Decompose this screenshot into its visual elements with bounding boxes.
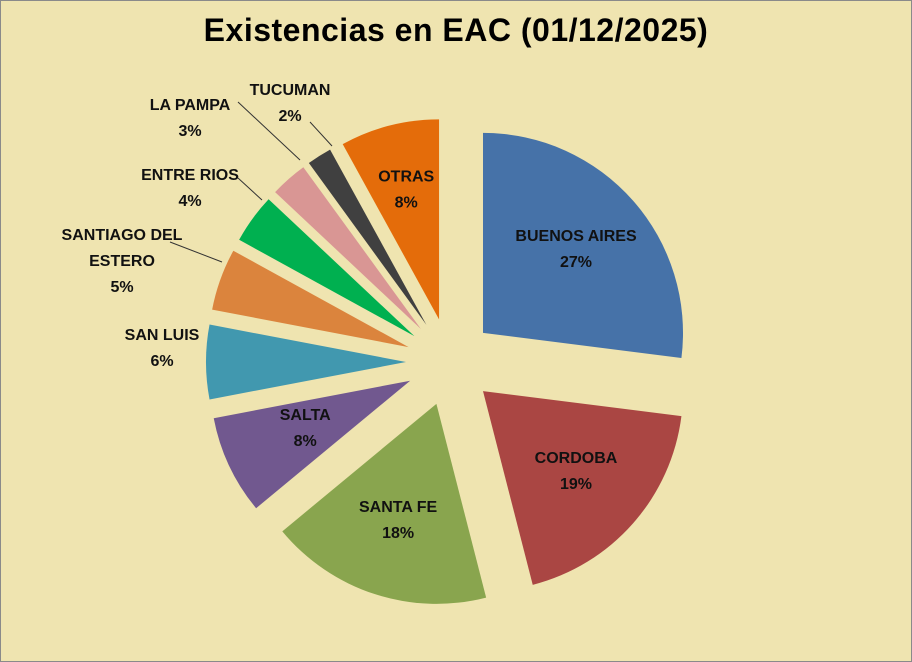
slice-name-santiago-del-estero-1: ESTERO bbox=[89, 253, 155, 270]
slice-label-buenos-aires: BUENOS AIRES 27% bbox=[515, 228, 637, 271]
slice-name-entre-rios: ENTRE RIOS bbox=[141, 167, 239, 184]
pie-slice-salta bbox=[213, 380, 411, 509]
slice-label-santa-fe: SANTA FE 18% bbox=[359, 499, 438, 542]
slice-name-cordoba: CORDOBA bbox=[535, 450, 618, 467]
slice-name-san-luis: SAN LUIS bbox=[125, 327, 200, 344]
pie-slice-otras bbox=[342, 119, 440, 320]
slice-label-tucuman: TUCUMAN 2% bbox=[250, 82, 331, 125]
slice-label-otras: OTRAS 8% bbox=[378, 169, 434, 212]
slice-label-la-pampa: LA PAMPA 3% bbox=[150, 97, 231, 140]
pie-slice-buenos-aires bbox=[483, 132, 684, 358]
slice-percent-san-luis: 6% bbox=[150, 353, 173, 370]
slice-label-salta: SALTA 8% bbox=[280, 407, 331, 450]
slice-name-santa-fe: SANTA FE bbox=[359, 499, 438, 516]
slice-percent-otras: 8% bbox=[395, 195, 418, 212]
slice-percent-tucuman: 2% bbox=[278, 108, 301, 125]
slice-percent-santa-fe: 18% bbox=[382, 525, 414, 542]
leader-line-santiago-del-estero bbox=[169, 241, 223, 263]
pie-slice-tucuman bbox=[308, 149, 427, 325]
slice-label-cordoba: CORDOBA 19% bbox=[535, 450, 618, 493]
slice-name-tucuman: TUCUMAN bbox=[250, 82, 331, 99]
pie-slice-cordoba bbox=[483, 391, 682, 585]
slice-name-la-pampa: LA PAMPA bbox=[150, 97, 231, 114]
pie-slice-santiago-del-estero bbox=[212, 250, 409, 348]
slice-percent-buenos-aires: 27% bbox=[560, 254, 592, 271]
slice-label-san-luis: SAN LUIS 6% bbox=[125, 327, 200, 370]
slice-name-santiago-del-estero-0: SANTIAGO DEL bbox=[62, 227, 183, 244]
slice-percent-entre-rios: 4% bbox=[178, 193, 201, 210]
leader-line-entre-rios bbox=[237, 177, 263, 201]
leader-line-la-pampa bbox=[237, 101, 301, 161]
slice-name-buenos-aires: BUENOS AIRES bbox=[515, 228, 637, 245]
leader-line-tucuman bbox=[309, 121, 333, 147]
pie-slice-san-luis bbox=[206, 324, 406, 400]
slice-name-salta: SALTA bbox=[280, 407, 331, 424]
pie-slice-la-pampa bbox=[275, 167, 421, 329]
pie-slice-santa-fe bbox=[282, 403, 487, 604]
slice-label-entre-rios: ENTRE RIOS 4% bbox=[141, 167, 239, 210]
slice-percent-santiago-del-estero: 5% bbox=[110, 279, 133, 296]
slice-label-santiago-del-estero: SANTIAGO DEL ESTERO 5% bbox=[62, 227, 183, 296]
chart-title: Existencias en EAC (01/12/2025) bbox=[203, 12, 709, 48]
slice-name-otras: OTRAS bbox=[378, 169, 434, 186]
slice-percent-cordoba: 19% bbox=[560, 476, 592, 493]
slice-percent-la-pampa: 3% bbox=[178, 123, 201, 140]
pie-slice-entre-rios bbox=[239, 199, 415, 337]
slice-percent-salta: 8% bbox=[294, 433, 317, 450]
